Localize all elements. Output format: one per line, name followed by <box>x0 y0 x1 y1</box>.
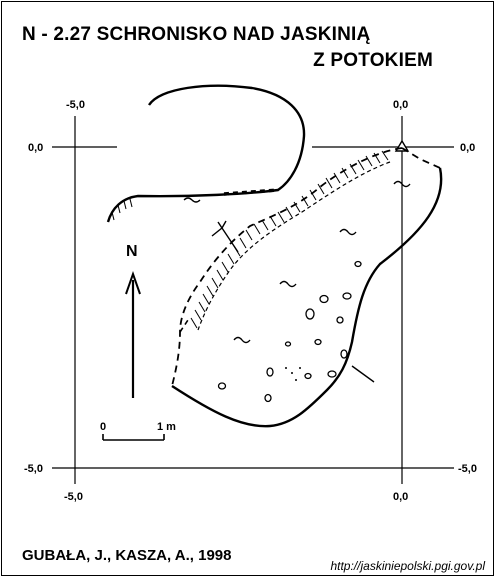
grid-label-lower-left: -5,0 <box>24 463 43 475</box>
grid-label-left-top: -5,0 <box>66 99 85 111</box>
grid-label-upper-left: 0,0 <box>28 142 43 154</box>
terrain-dotted-edge <box>223 188 279 196</box>
terrain-tilde-1 <box>183 197 201 203</box>
tilde-symbol <box>233 336 251 344</box>
north-arrow <box>125 270 141 398</box>
cave-slope-hatching <box>190 150 389 329</box>
slope-arrow <box>211 220 239 253</box>
scale-label-zero: 0 <box>100 421 106 433</box>
map-subtitle: Z POTOKIEM <box>313 50 433 71</box>
grid-label-lower-right: -5,0 <box>458 463 477 475</box>
source-url: http://jaskiniepolski.pgi.gov.pl <box>330 559 485 573</box>
north-label: N <box>126 243 138 260</box>
cave-entrance-dashed <box>179 319 189 333</box>
coordinate-grid <box>52 116 454 484</box>
map-title: N - 2.27 SCHRONISKO NAD JASKINIĄ <box>22 24 371 45</box>
tilde-symbol <box>279 280 297 288</box>
grid-label-bottom-right: 0,0 <box>393 491 408 503</box>
grid-label-upper-right: 0,0 <box>460 142 475 154</box>
grid-label-bottom-left: -5,0 <box>64 491 83 503</box>
scale-bar <box>102 434 165 441</box>
scale-label-one-meter: 1 m <box>157 421 176 433</box>
section-marker-line <box>351 365 375 383</box>
cave-dripline-dashed <box>171 147 441 387</box>
author-credit: GUBAŁA, J., KASZA, A., 1998 <box>22 547 232 564</box>
tilde-symbol <box>339 228 357 236</box>
cave-slope-edge <box>197 161 391 331</box>
rock-debris <box>217 260 362 403</box>
tilde-symbol <box>393 180 411 188</box>
cave-wall-outline <box>171 167 443 428</box>
fine-debris-dots <box>285 367 301 381</box>
terrain-hatching <box>111 198 133 221</box>
terrain-line <box>106 84 306 223</box>
grid-label-right-top: 0,0 <box>393 99 408 111</box>
sediment-symbols <box>233 180 411 344</box>
